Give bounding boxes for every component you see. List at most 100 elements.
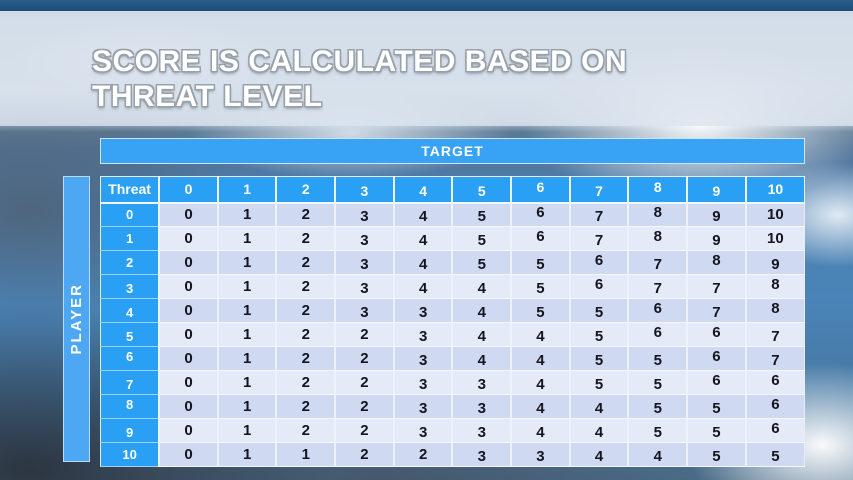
- score-cell: 6: [569, 250, 630, 275]
- cell-value: 4: [653, 448, 662, 465]
- cell-value: 3: [536, 448, 545, 465]
- cell-value: 9: [125, 425, 134, 440]
- cell-value: 0: [184, 374, 193, 391]
- cell-value: 1: [242, 230, 252, 247]
- score-cell: 8: [745, 298, 805, 323]
- cell-value: 2: [301, 350, 310, 367]
- cell-value: 2: [301, 302, 310, 319]
- column-header-target-5: 5: [452, 176, 513, 204]
- cell-value: 2: [301, 326, 310, 343]
- cell-value: 2: [360, 422, 369, 439]
- cell-value: 6: [536, 204, 545, 222]
- cell-value: 0: [184, 181, 193, 198]
- score-cell: 5: [687, 394, 747, 419]
- player-axis-header: PLAYER: [63, 176, 90, 462]
- row-header-threat-3: 3: [100, 274, 161, 299]
- cell-value: 9: [771, 256, 780, 273]
- cell-value: 7: [594, 208, 604, 226]
- cell-value: 6: [712, 324, 721, 341]
- cell-value: 3: [477, 376, 486, 393]
- score-cell: 10: [745, 226, 805, 251]
- score-cell: 5: [687, 442, 747, 467]
- cell-value: 3: [418, 352, 428, 369]
- score-cell: 5: [511, 298, 571, 323]
- score-cell: 7: [628, 274, 689, 299]
- cell-value: 4: [419, 183, 427, 200]
- score-cell: 5: [745, 442, 805, 467]
- cell-value: 8: [771, 300, 780, 317]
- score-cell: 2: [335, 418, 395, 443]
- score-row-threat-8: 8 0 1 2 2 3 3 4 4 5 5 6: [100, 394, 805, 419]
- threat-corner-header: Threat: [100, 176, 161, 204]
- cell-value: 0: [184, 254, 193, 271]
- cell-value: 6: [771, 396, 780, 413]
- score-cell: 7: [745, 346, 805, 371]
- cell-value: 4: [594, 424, 604, 441]
- cell-value: 6: [653, 300, 662, 317]
- score-cell: 4: [393, 202, 454, 227]
- row-header-threat-1: 1: [100, 226, 161, 251]
- score-cell: 3: [393, 418, 454, 443]
- score-cell: 3: [393, 298, 454, 323]
- score-cell: 3: [452, 394, 513, 419]
- score-cell: 5: [628, 346, 689, 371]
- score-cell: 5: [628, 370, 689, 395]
- cell-value: 2: [360, 446, 369, 463]
- score-cell: 3: [335, 298, 395, 323]
- score-cell: 4: [452, 274, 513, 299]
- score-cell: 4: [511, 322, 571, 347]
- score-cell: 0: [159, 298, 219, 323]
- row-header-threat-2: 2: [100, 250, 161, 275]
- score-cell: 4: [393, 250, 454, 275]
- cell-value: 4: [477, 328, 486, 345]
- cell-value: 5: [536, 280, 545, 297]
- score-row-threat-7: 7 0 1 2 2 3 3 4 5 5 6 6: [100, 370, 805, 395]
- cell-value: 4: [418, 256, 428, 273]
- cell-value: 6: [771, 420, 780, 437]
- cell-value: 6: [712, 372, 721, 389]
- cell-value: 5: [712, 400, 721, 417]
- score-cell: 3: [335, 202, 395, 227]
- score-cell: 2: [276, 346, 337, 371]
- cell-value: 6: [594, 276, 604, 293]
- cell-value: 3: [477, 424, 486, 441]
- score-cell: 6: [687, 346, 747, 371]
- cell-value: 9: [712, 183, 721, 200]
- score-cell: 0: [159, 202, 219, 227]
- cell-value: 4: [536, 328, 545, 345]
- score-cell: 5: [569, 298, 630, 323]
- column-header-target-2: 2: [276, 176, 337, 204]
- score-cell: 3: [335, 226, 395, 251]
- cell-value: 1: [242, 422, 252, 439]
- score-cell: 2: [276, 250, 337, 275]
- cell-value: 8: [653, 228, 662, 245]
- score-cell: 2: [276, 202, 337, 227]
- score-cell: 5: [452, 202, 513, 227]
- score-cell: 5: [687, 418, 747, 443]
- cell-value: 5: [653, 424, 662, 441]
- score-cell: 6: [745, 418, 805, 443]
- score-cell: 2: [276, 418, 337, 443]
- cell-value: 7: [712, 280, 721, 297]
- row-header-threat-9: 9: [100, 418, 161, 443]
- score-cell: 6: [511, 202, 571, 227]
- score-cell: 1: [217, 226, 278, 251]
- cell-value: 4: [536, 352, 545, 369]
- score-cell: 2: [276, 394, 337, 419]
- score-cell: 0: [159, 370, 219, 395]
- score-cell: 1: [276, 442, 337, 467]
- score-cell: 8: [628, 202, 689, 227]
- cell-value: 4: [594, 448, 604, 465]
- cell-value: 8: [125, 397, 134, 412]
- cell-value: 10: [767, 206, 784, 224]
- cell-value: 4: [418, 280, 428, 297]
- top-accent-strip: [0, 0, 853, 11]
- score-cell: 3: [335, 250, 395, 275]
- score-cell: 1: [217, 418, 278, 443]
- cell-value: 5: [477, 183, 486, 200]
- cell-value: 8: [712, 252, 721, 269]
- cell-value: 4: [477, 352, 486, 369]
- score-cell: 0: [159, 418, 219, 443]
- score-cell: 2: [335, 370, 395, 395]
- score-cell: 2: [276, 274, 337, 299]
